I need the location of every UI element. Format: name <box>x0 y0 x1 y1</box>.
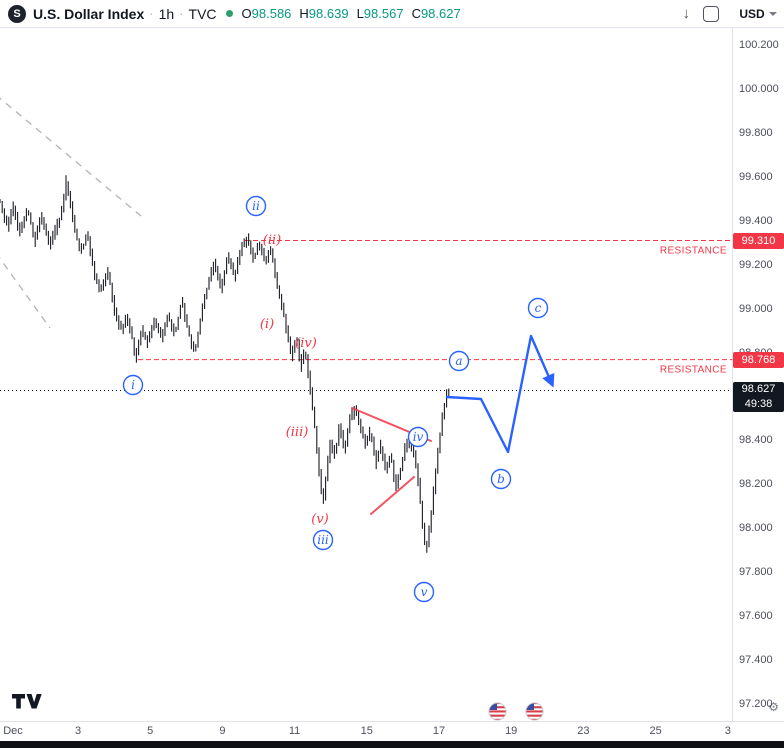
price-scale-label: 97.400 <box>739 654 773 667</box>
price-scale-label: 99.800 <box>739 126 773 139</box>
price-bars[interactable] <box>0 175 450 553</box>
price-scale-label: 98.200 <box>739 478 773 491</box>
symbol-button[interactable]: U.S. Dollar Index · 1h · TVC <box>33 6 217 22</box>
symbol-logo[interactable]: S <box>8 4 26 23</box>
low-value: 98.567 <box>363 6 404 21</box>
separator-dot: · <box>179 6 184 21</box>
market-status-dot <box>225 10 233 17</box>
wave-label-red[interactable]: (iii) <box>286 425 309 440</box>
svg-text:i: i <box>131 378 135 392</box>
close-label: C <box>411 6 421 21</box>
time-scale-label: 17 <box>432 725 446 737</box>
wave-label-red[interactable]: (ii) <box>263 233 281 248</box>
screenshot-icon[interactable] <box>703 5 719 22</box>
projection-path[interactable] <box>445 334 555 454</box>
ohlc-values: O98.586 H98.639 L98.567 C98.627 <box>242 6 469 21</box>
price-scale-label: 99.000 <box>739 302 773 315</box>
bar-countdown: 49:38 <box>744 397 773 410</box>
svg-text:a: a <box>455 354 462 368</box>
svg-text:iv: iv <box>413 430 424 444</box>
us-flag-icon[interactable] <box>488 702 507 721</box>
resistance-label: RESISTANCE <box>660 365 727 376</box>
open-label: O <box>241 6 252 21</box>
price-scale-label: 100.000 <box>739 82 779 95</box>
price-scale-label: 98.400 <box>739 434 773 447</box>
price-scale-label: 97.600 <box>739 610 773 623</box>
currency-dropdown[interactable]: USD <box>732 0 784 27</box>
chart-toolbar: S U.S. Dollar Index · 1h · TVC O98.586 H… <box>0 0 784 28</box>
wave-label-circled[interactable]: c <box>527 297 549 319</box>
wave-label-circled[interactable]: i <box>122 374 144 396</box>
wave-label-circled[interactable]: ii <box>245 195 267 217</box>
last-price-badge: 98.627 49:38 <box>733 381 784 412</box>
wave-label-circled[interactable]: iv <box>407 426 429 448</box>
wave-label-circled[interactable]: b <box>490 468 512 490</box>
time-scale-label: 25 <box>649 725 662 737</box>
wave-label-red[interactable]: (i) <box>260 317 274 332</box>
time-scale-label: 5 <box>147 725 154 737</box>
separator-dot: · <box>149 6 154 21</box>
chevron-down-icon <box>768 11 777 16</box>
time-scale-label: 19 <box>505 725 518 737</box>
exchange-label: TVC <box>188 5 217 22</box>
price-scale-label: 100.200 <box>739 39 779 51</box>
wave-label-circled[interactable]: iii <box>312 529 334 551</box>
us-flag-icon[interactable] <box>525 702 544 721</box>
resistance-label: RESISTANCE <box>660 246 727 257</box>
resistance-price-badge: 99.310 <box>733 232 784 249</box>
price-scale-label: 99.200 <box>739 258 773 271</box>
svg-text:v: v <box>421 585 428 599</box>
gear-icon[interactable]: ⚙ <box>768 700 779 714</box>
window-bottom-edge <box>0 741 784 748</box>
time-scale-label: 3 <box>724 725 731 737</box>
red-trendline[interactable] <box>370 476 415 515</box>
time-scale-label: 3 <box>74 725 82 737</box>
currency-label: USD <box>739 6 765 21</box>
price-scale[interactable]: ⚙ 100.200 100.000 99.800 99.600 99.400 99.200… <box>732 28 784 722</box>
time-scale[interactable]: Dec 3 5 9 11 15 17 19 23 25 3 <box>0 721 784 741</box>
open-value: 98.586 <box>251 6 292 21</box>
price-scale-label: 99.400 <box>739 214 773 227</box>
wave-label-circled[interactable]: v <box>413 581 435 603</box>
gray-dashed-channel-line[interactable] <box>0 95 142 217</box>
wave-label-red[interactable]: (v) <box>311 512 329 527</box>
high-value: 98.639 <box>308 6 349 21</box>
close-value: 98.627 <box>420 6 461 21</box>
svg-text:c: c <box>535 301 542 315</box>
time-scale-label: 11 <box>288 725 301 737</box>
svg-text:ii: ii <box>252 199 260 213</box>
high-label: H <box>299 6 309 21</box>
time-scale-label: Dec <box>3 725 23 737</box>
low-label: L <box>356 6 364 21</box>
symbol-title: U.S. Dollar Index <box>33 5 145 22</box>
svg-text:b: b <box>497 472 505 486</box>
price-scale-label: 97.200 <box>739 698 773 710</box>
interval-label[interactable]: 1h <box>158 5 175 22</box>
wave-label-red[interactable]: (iv) <box>295 336 317 351</box>
gray-dashed-channel-line[interactable] <box>0 253 51 329</box>
time-scale-label: 23 <box>577 725 590 737</box>
last-price-value: 98.627 <box>741 382 776 395</box>
arrow-down-icon[interactable]: ↓ <box>682 5 691 22</box>
tradingview-logo[interactable] <box>12 694 42 716</box>
price-scale-label: 97.800 <box>739 566 773 579</box>
svg-text:iii: iii <box>317 533 329 547</box>
resistance-price-badge: 98.768 <box>733 351 784 368</box>
time-scale-label: 15 <box>360 725 373 737</box>
price-scale-label: 99.600 <box>739 170 773 183</box>
price-scale-label: 98.000 <box>739 522 773 535</box>
wave-label-circled[interactable]: a <box>448 350 470 372</box>
time-scale-label: 9 <box>219 725 226 737</box>
